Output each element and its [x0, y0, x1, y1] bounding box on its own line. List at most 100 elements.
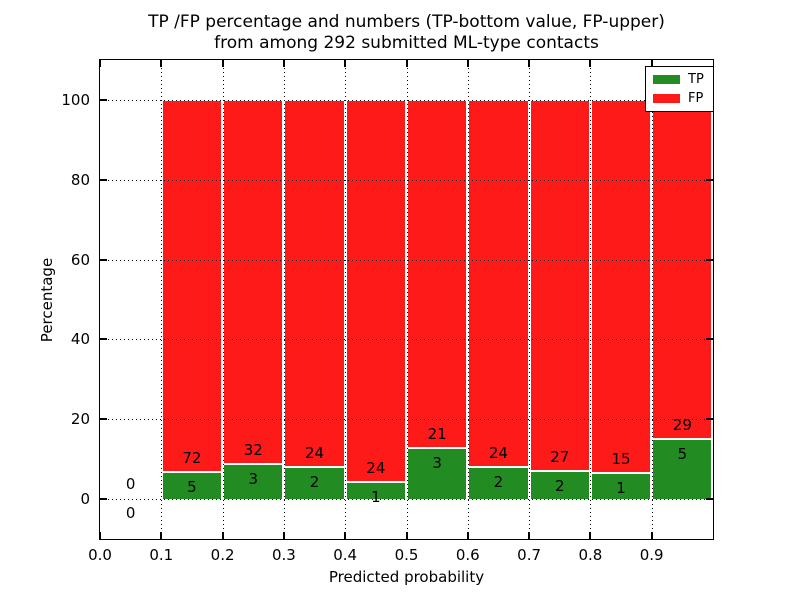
- x-tick-mark-bottom: [650, 532, 653, 539]
- y-tick-mark-right: [706, 178, 713, 181]
- x-tick-mark-bottom: [100, 532, 101, 539]
- x-tick-mark-bottom: [466, 532, 469, 539]
- chart-title-line2: from among 292 submitted ML-type contact…: [214, 33, 599, 53]
- x-tick-mark-top: [100, 60, 101, 67]
- bar-label-tp-count: 2: [309, 473, 320, 492]
- x-tick-label: 0.2: [210, 546, 235, 564]
- bar-label-fp-count: 24: [488, 444, 508, 463]
- bar-label-tp-count: 1: [371, 488, 381, 507]
- bar-segment-tp: [653, 440, 712, 500]
- x-tick-mark-bottom: [405, 532, 408, 539]
- x-tick-label: 0.5: [394, 546, 419, 564]
- x-tick-mark-bottom: [589, 532, 592, 539]
- chart-title-line1: TP /FP percentage and numbers (TP-bottom…: [148, 12, 665, 32]
- y-tick-mark-right: [706, 418, 713, 421]
- bar-label-fp-count: 15: [611, 450, 631, 469]
- bar-segment-tp: [346, 483, 405, 500]
- x-tick-mark-bottom: [282, 532, 285, 539]
- y-tick-label: 40: [70, 330, 90, 349]
- legend-entry-fp: FP: [653, 89, 713, 108]
- y-tick-label: 80: [70, 170, 90, 189]
- legend-entry-tp: TP: [653, 70, 713, 89]
- y-tick-label: 100: [61, 90, 90, 109]
- x-tick-label: 0.8: [578, 546, 603, 564]
- bar-label-tp-count: 3: [432, 454, 442, 473]
- x-axis-label: Predicted probability: [328, 568, 485, 586]
- x-tick-mark-bottom: [221, 532, 224, 539]
- x-tick-mark-bottom: [160, 532, 163, 539]
- gridline-vertical: [222, 60, 224, 539]
- bar-label-fp-count: 24: [304, 444, 325, 463]
- legend-label-tp: TP: [688, 72, 704, 87]
- legend-swatch-fp-icon: [653, 94, 680, 103]
- bar-label-fp-count: 72: [182, 449, 202, 468]
- gridline-vertical: [651, 60, 653, 539]
- bar-segment-tp: [591, 474, 651, 500]
- x-tick-mark-top: [221, 60, 224, 67]
- bar-segment-fp: [530, 99, 589, 472]
- y-tick-mark-left: [100, 338, 107, 341]
- y-tick-mark-left: [100, 418, 107, 421]
- x-tick-mark-top: [528, 60, 531, 67]
- x-tick-label: 0.0: [88, 546, 112, 564]
- bar-label-tp-count: 1: [616, 479, 626, 498]
- bar-segment-tp: [408, 449, 467, 500]
- bar-segment-fp: [162, 99, 222, 474]
- y-tick-mark-right: [706, 258, 713, 261]
- x-tick-label: 0.6: [455, 546, 480, 564]
- bar-label-fp-count: 21: [427, 425, 447, 444]
- gridline-vertical: [283, 60, 285, 539]
- gridline-vertical: [529, 60, 531, 539]
- bar-label-tp-count: 0: [125, 504, 136, 523]
- chart-title: TP /FP percentage and numbers (TP-bottom…: [100, 12, 713, 54]
- y-tick-mark-left: [100, 258, 107, 261]
- legend: TP FP: [645, 66, 714, 112]
- bar-label-fp-count: 29: [672, 416, 692, 435]
- x-tick-mark-top: [650, 60, 653, 67]
- x-tick-mark-bottom: [344, 532, 347, 539]
- bar-segment-fp: [285, 99, 344, 469]
- bar-segment-tp: [162, 473, 222, 500]
- y-tick-mark-left: [100, 498, 107, 501]
- bar-segment-tp: [530, 471, 589, 500]
- bar-segment-tp: [469, 468, 528, 500]
- gridline-vertical: [161, 60, 163, 539]
- x-tick-label: 0.3: [271, 546, 296, 564]
- bar-segment-fp: [653, 99, 712, 441]
- gridline-vertical: [406, 60, 408, 539]
- bar-label-tp-count: 3: [248, 469, 259, 488]
- gridline-vertical: [467, 60, 469, 539]
- gridline-vertical: [345, 60, 347, 539]
- bar-segment-tp: [285, 468, 344, 500]
- x-tick-mark-top: [344, 60, 347, 67]
- y-tick-mark-right: [706, 498, 713, 501]
- bar-segment-tp: [224, 464, 283, 500]
- bar-segment-fp: [591, 99, 651, 475]
- y-tick-label: 60: [70, 250, 90, 269]
- y-tick-mark-left: [100, 98, 107, 101]
- x-tick-mark-top: [282, 60, 285, 67]
- x-tick-label: 0.4: [333, 546, 358, 564]
- bar-label-fp-count: 32: [243, 440, 263, 459]
- bar-segment-fp: [408, 99, 467, 450]
- y-tick-label: 20: [70, 410, 90, 429]
- y-tick-mark-right: [706, 338, 713, 341]
- bar-segment-fp: [346, 99, 405, 484]
- bar-segment-fp: [469, 99, 528, 469]
- x-tick-mark-top: [160, 60, 163, 67]
- x-tick-mark-top: [589, 60, 592, 67]
- bar-segment-fp: [224, 99, 283, 465]
- bar-label-tp-count: 5: [187, 478, 197, 497]
- plot-area: 0 0 72 5 32 3 24 2 24 1 21 3 24 2 27 2 15 1 29 5: [99, 59, 714, 540]
- bar-label-fp-count: 24: [366, 459, 386, 478]
- x-tick-mark-top: [466, 60, 469, 67]
- bar-label-fp-count: 0: [125, 475, 136, 494]
- bar-label-tp-count: 2: [554, 476, 565, 495]
- bar-label-tp-count: 5: [677, 445, 688, 464]
- bar-label-tp-count: 2: [493, 473, 504, 492]
- x-tick-label: 0.9: [639, 546, 664, 564]
- x-tick-mark-top: [405, 60, 408, 67]
- gridline-vertical: [590, 60, 592, 539]
- y-tick-label: 0: [80, 490, 90, 509]
